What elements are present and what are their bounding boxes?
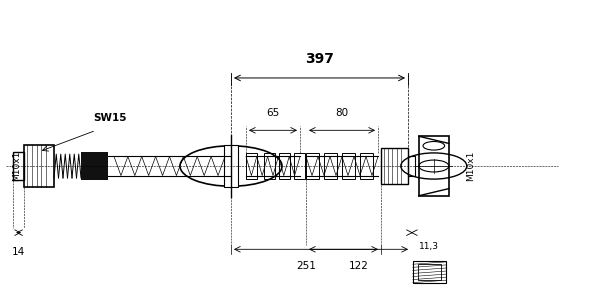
Bar [408, 156, 415, 176]
Bar [13, 152, 24, 180]
Bar [342, 153, 355, 179]
Text: M10x1: M10x1 [12, 151, 22, 181]
Bar [224, 144, 238, 188]
Bar [418, 264, 441, 280]
Text: SW15: SW15 [93, 113, 127, 123]
Bar [81, 152, 108, 180]
Bar [24, 144, 54, 188]
Text: 80: 80 [335, 108, 349, 119]
Bar [246, 153, 257, 179]
Bar [360, 153, 373, 179]
Bar [419, 136, 449, 196]
Text: 83.7788-0399.3    331525: 83.7788-0399.3 331525 [140, 13, 460, 34]
Text: 251: 251 [296, 261, 316, 271]
Text: M10x1: M10x1 [467, 151, 476, 181]
Bar [413, 261, 446, 283]
Bar [294, 153, 305, 179]
Bar [381, 148, 408, 184]
Text: 65: 65 [266, 108, 280, 119]
Bar [279, 153, 290, 179]
Text: 14: 14 [12, 247, 25, 257]
Bar [324, 153, 337, 179]
Text: 397: 397 [305, 52, 334, 66]
Bar [306, 153, 319, 179]
Text: 122: 122 [349, 261, 368, 271]
Text: 11,3: 11,3 [419, 242, 439, 251]
Bar [264, 153, 275, 179]
